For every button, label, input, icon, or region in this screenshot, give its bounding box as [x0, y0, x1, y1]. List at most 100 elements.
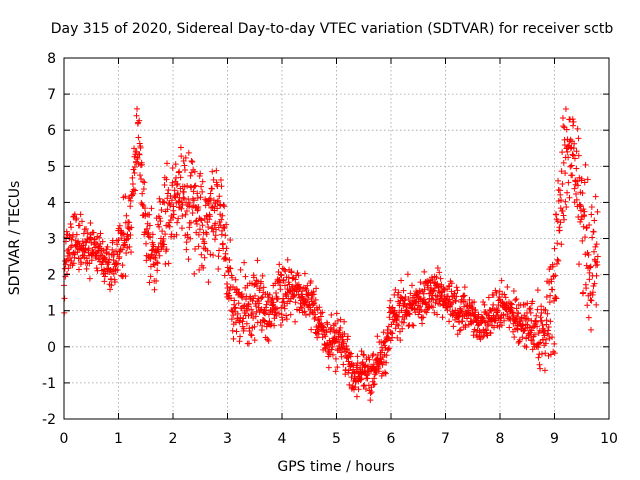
data-point	[539, 322, 546, 329]
data-point	[311, 300, 318, 307]
data-point	[173, 181, 180, 188]
data-point	[421, 268, 428, 275]
data-point	[161, 241, 168, 248]
data-point	[434, 280, 441, 287]
data-point	[71, 211, 78, 218]
data-point	[535, 340, 542, 347]
data-point	[559, 114, 566, 121]
data-point	[171, 187, 178, 194]
data-point	[420, 314, 427, 321]
data-point	[207, 190, 214, 197]
data-point	[591, 248, 598, 255]
data-point	[127, 197, 134, 204]
data-point	[545, 324, 552, 331]
data-point	[472, 306, 479, 313]
data-point	[334, 364, 341, 371]
data-point	[561, 216, 568, 223]
data-point	[86, 275, 93, 282]
data-point	[105, 250, 112, 257]
data-point	[126, 219, 133, 226]
data-point	[310, 291, 317, 298]
data-point	[93, 252, 100, 259]
data-point	[309, 291, 316, 298]
data-point	[561, 136, 568, 143]
data-point	[501, 317, 508, 324]
data-point	[579, 190, 586, 197]
data-point	[232, 276, 239, 283]
data-point	[160, 235, 167, 242]
data-point	[433, 296, 440, 303]
data-point	[314, 334, 321, 341]
data-point	[438, 281, 445, 288]
data-point	[122, 241, 129, 248]
data-point	[163, 176, 170, 183]
data-point	[245, 301, 252, 308]
data-point	[404, 271, 411, 278]
data-point	[181, 167, 188, 174]
data-point	[456, 327, 463, 334]
data-point	[107, 286, 114, 293]
data-point	[490, 301, 497, 308]
data-point	[387, 337, 394, 344]
data-point	[258, 278, 265, 285]
data-point	[210, 252, 217, 259]
data-point	[436, 269, 443, 276]
data-point	[140, 178, 147, 185]
data-point	[210, 197, 217, 204]
data-point	[263, 301, 270, 308]
data-point	[316, 304, 323, 311]
data-point	[162, 231, 169, 238]
data-point	[299, 288, 306, 295]
data-point	[80, 230, 87, 237]
data-point	[493, 289, 500, 296]
data-point	[153, 278, 160, 285]
y-tick-label: -1	[42, 376, 56, 392]
data-point	[391, 307, 398, 314]
data-point	[101, 273, 108, 280]
data-point	[183, 239, 190, 246]
data-point	[184, 182, 191, 189]
data-point	[588, 326, 595, 333]
data-point	[312, 296, 319, 303]
data-point	[231, 297, 238, 304]
data-point	[129, 174, 136, 181]
data-point	[196, 226, 203, 233]
data-point	[304, 296, 311, 303]
data-point	[147, 255, 154, 262]
data-point	[371, 381, 378, 388]
data-point	[519, 334, 526, 341]
data-point	[353, 393, 360, 400]
data-point	[324, 342, 331, 349]
data-point	[541, 367, 548, 374]
data-point	[386, 314, 393, 321]
data-point	[406, 311, 413, 318]
data-point	[214, 197, 221, 204]
data-point	[190, 197, 197, 204]
data-point	[241, 259, 248, 266]
data-point	[172, 161, 179, 168]
data-point	[543, 293, 550, 300]
data-point	[466, 296, 473, 303]
data-point	[553, 295, 560, 302]
data-point	[498, 322, 505, 329]
data-point	[448, 280, 455, 287]
data-point	[558, 168, 565, 175]
data-point	[555, 257, 562, 264]
data-point	[574, 182, 581, 189]
data-point	[221, 225, 228, 232]
data-point	[581, 179, 588, 186]
data-point	[385, 345, 392, 352]
data-point	[585, 251, 592, 258]
data-point	[240, 315, 247, 322]
data-point	[114, 241, 121, 248]
data-point	[334, 317, 341, 324]
data-point	[553, 260, 560, 267]
y-axis-title: SDTVAR / TECUs	[7, 181, 23, 296]
data-point	[279, 316, 286, 323]
data-point	[221, 272, 228, 279]
data-point	[414, 290, 421, 297]
data-point	[233, 328, 240, 335]
data-point	[150, 261, 157, 268]
data-point	[567, 163, 574, 170]
data-point	[484, 332, 491, 339]
